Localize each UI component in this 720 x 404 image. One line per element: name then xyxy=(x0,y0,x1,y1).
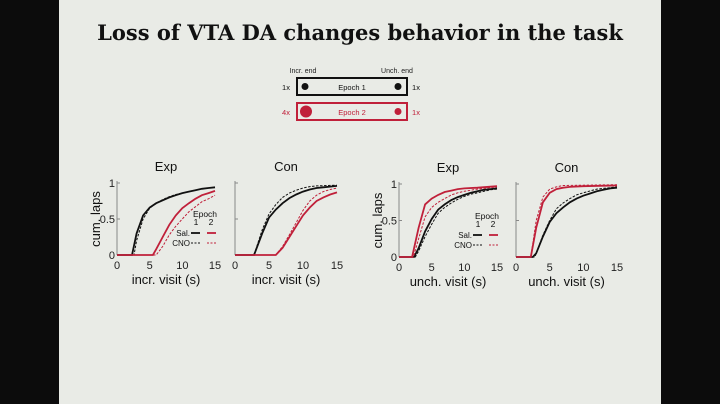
series-line-cno-2 xyxy=(235,187,338,256)
epoch2-right-mult: 1x xyxy=(412,108,420,117)
x-axis-label: incr. visit (s) xyxy=(252,272,321,287)
x-tick-label: 5 xyxy=(547,262,553,274)
incr-end-label: Incr. end xyxy=(290,68,317,75)
x-tick-label: 15 xyxy=(331,260,343,272)
y-tick-label: 0.5 xyxy=(382,216,397,228)
x-tick-label: 15 xyxy=(491,262,503,274)
x-tick-label: 10 xyxy=(577,262,589,274)
x-tick-label: 5 xyxy=(147,260,153,272)
chart-title: Exp xyxy=(155,159,177,174)
series-line-cno-1 xyxy=(235,184,338,256)
x-tick-label: 5 xyxy=(266,260,272,272)
x-axis-label: unch. visit (s) xyxy=(410,274,487,289)
x-tick-label: 0 xyxy=(513,262,519,274)
series-line-sal-1 xyxy=(399,187,498,258)
chart-panel-3: Exp 0 5 10 15 0 0.5 1 unch. visit (s) cum. laps Ep… xyxy=(370,160,503,289)
legend-col-2: 2 xyxy=(491,219,496,229)
x-tick-label: 15 xyxy=(209,260,221,272)
legend-col-1: 1 xyxy=(476,219,481,229)
legend-header: Epoch xyxy=(193,209,217,219)
epoch1-left-mult: 1x xyxy=(282,83,290,92)
series-line-sal-1 xyxy=(117,186,216,256)
epoch1-incr-reward-icon xyxy=(301,83,309,90)
epoch1-right-mult: 1x xyxy=(412,83,420,92)
series-line-sal-2 xyxy=(399,185,498,258)
x-tick-label: 5 xyxy=(429,262,435,274)
slide-title: Loss of VTA DA changes behavior in the t… xyxy=(97,20,623,45)
x-tick-label: 0 xyxy=(232,260,238,272)
epoch1-unch-reward-icon xyxy=(394,83,402,90)
y-tick-label: 1 xyxy=(391,179,397,191)
epoch1-box xyxy=(296,77,408,96)
chart-panel-1: Exp 0 5 10 15 0 0.5 1 incr. visit (s) cum. laps Ep… xyxy=(88,159,221,287)
epoch2-box xyxy=(296,102,408,121)
x-axis-label: incr. visit (s) xyxy=(132,272,201,287)
x-tick-label: 0 xyxy=(396,262,402,274)
legend-row-cno: CNO xyxy=(454,241,472,250)
series-line-cno-1 xyxy=(516,186,618,258)
y-axis-label: cum. laps xyxy=(370,192,385,248)
legend-header: Epoch xyxy=(475,211,499,221)
y-tick-label: 1 xyxy=(109,178,115,190)
series-line-cno-2 xyxy=(117,194,216,256)
series-line-sal-2 xyxy=(516,184,618,258)
chart-title: Con xyxy=(274,159,298,174)
epoch2-left-mult: 4x xyxy=(282,108,290,117)
x-axis-label: unch. visit (s) xyxy=(528,274,605,289)
y-tick-label: 0.5 xyxy=(100,214,115,226)
y-axis-label: cum. laps xyxy=(88,191,103,247)
x-tick-label: 0 xyxy=(114,260,120,272)
x-tick-label: 10 xyxy=(176,260,188,272)
series-line-sal-2 xyxy=(117,190,216,256)
series-line-cno-2 xyxy=(399,186,498,258)
x-tick-label: 10 xyxy=(458,262,470,274)
chart-panel-2: Con 0 5 10 15 incr. visit (s) xyxy=(232,159,343,287)
epoch2-incr-reward-icon xyxy=(300,105,312,118)
y-tick-label: 0 xyxy=(109,250,115,262)
series-line-cno-1 xyxy=(117,186,216,256)
series-line-sal-1 xyxy=(516,186,618,258)
epoch2-label: Epoch 2 xyxy=(338,108,366,117)
unch-end-label: Unch. end xyxy=(381,68,413,75)
series-line-cno-1 xyxy=(399,188,498,258)
chart-title: Con xyxy=(555,160,579,175)
legend-col-2: 2 xyxy=(209,217,214,227)
legend-col-1: 1 xyxy=(194,217,199,227)
epoch2-unch-reward-icon xyxy=(394,108,402,115)
series-line-sal-2 xyxy=(235,191,338,256)
legend-row-sal: Sal. xyxy=(458,231,472,240)
x-tick-label: 10 xyxy=(297,260,309,272)
chart-panel-4: Con 0 5 10 15 unch. visit (s) xyxy=(513,160,623,289)
legend-row-cno: CNO xyxy=(172,239,190,248)
epoch1-label: Epoch 1 xyxy=(338,83,366,92)
chart-title: Exp xyxy=(437,160,459,175)
legend-row-sal: Sal. xyxy=(176,229,190,238)
series-line-sal-1 xyxy=(235,185,338,256)
x-tick-label: 15 xyxy=(611,262,623,274)
y-tick-label: 0 xyxy=(391,252,397,264)
series-line-cno-2 xyxy=(516,184,618,258)
